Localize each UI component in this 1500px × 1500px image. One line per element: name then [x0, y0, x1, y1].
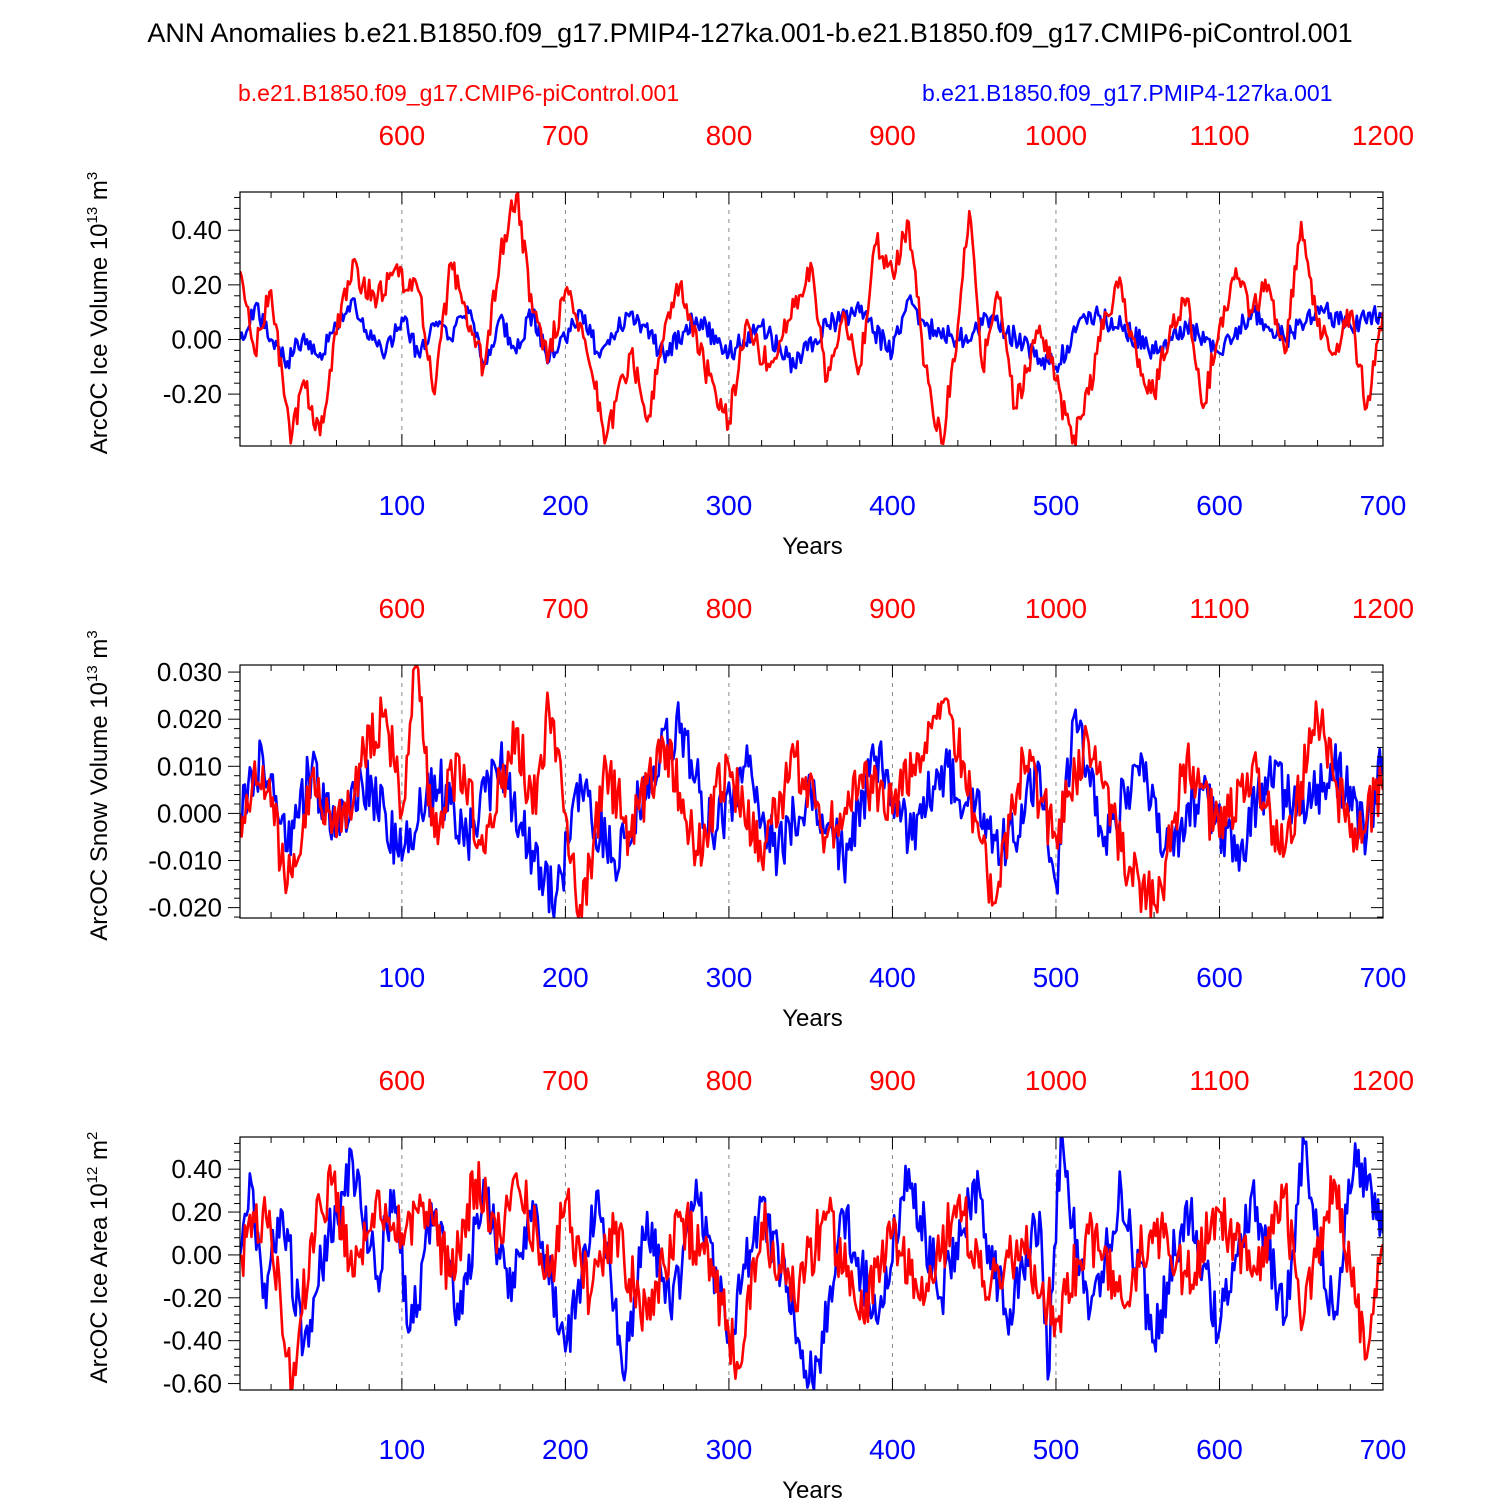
x-tick-label-bottom: 600 — [1196, 962, 1243, 993]
x-tick-label-top: 900 — [869, 593, 916, 624]
x-tick-label-top: 1100 — [1189, 593, 1249, 624]
x-tick-label-bottom: 400 — [869, 962, 916, 993]
x-tick-label-top: 1200 — [1352, 1065, 1414, 1096]
y-tick-label: 0.20 — [171, 1197, 222, 1227]
x-tick-label-top: 800 — [706, 120, 753, 151]
x-tick-label-bottom: 600 — [1196, 1434, 1243, 1465]
x-tick-label-bottom: 700 — [1360, 1434, 1407, 1465]
x-tick-label-top: 700 — [542, 1065, 589, 1096]
y-tick-label: -0.20 — [163, 1283, 222, 1313]
y-axis-title: ArcOC Ice Area 1012 m2 — [84, 1132, 113, 1384]
x-tick-label-top: 600 — [379, 120, 426, 151]
y-tick-label: -0.40 — [163, 1326, 222, 1356]
control-series-line-2 — [240, 665, 1383, 918]
x-axis-title: Years — [782, 1477, 843, 1500]
x-tick-label-top: 1100 — [1189, 120, 1249, 151]
x-tick-label-bottom: 100 — [379, 962, 426, 993]
x-tick-label-top: 700 — [542, 120, 589, 151]
y-tick-label: 0.00 — [171, 1240, 222, 1270]
y-tick-label: -0.20 — [163, 379, 222, 409]
chart-title: ANN Anomalies b.e21.B1850.f09_g17.PMIP4-… — [147, 18, 1353, 48]
legend-experiment-label: b.e21.B1850.f09_g17.PMIP4-127ka.001 — [922, 80, 1333, 106]
y-tick-label: 0.40 — [171, 1154, 222, 1184]
y-tick-label: 0.020 — [157, 704, 222, 734]
x-tick-label-bottom: 200 — [542, 962, 589, 993]
plot-frame-1 — [239, 191, 1384, 447]
x-tick-label-top: 900 — [869, 1065, 916, 1096]
y-tick-label: -0.020 — [148, 893, 222, 923]
x-tick-label-top: 1000 — [1025, 120, 1087, 151]
x-axis-title: Years — [782, 533, 843, 560]
x-tick-label-bottom: 500 — [1033, 962, 1080, 993]
y-tick-label: 0.000 — [157, 798, 222, 828]
x-tick-label-top: 1100 — [1189, 1065, 1249, 1096]
control-series-line-3 — [240, 1160, 1383, 1390]
y-tick-label: -0.60 — [163, 1369, 222, 1399]
x-tick-label-bottom: 700 — [1360, 962, 1407, 993]
x-tick-label-top: 600 — [379, 593, 426, 624]
x-tick-label-bottom: 300 — [706, 490, 753, 521]
x-tick-label-bottom: 400 — [869, 1434, 916, 1465]
x-tick-label-bottom: 100 — [379, 490, 426, 521]
x-tick-label-top: 1200 — [1352, 120, 1414, 151]
x-tick-label-bottom: 200 — [542, 1434, 589, 1465]
y-tick-label: 0.030 — [157, 657, 222, 687]
y-axis-title: ArcOC Ice Volume 1013 m3 — [84, 172, 113, 454]
x-tick-label-top: 700 — [542, 593, 589, 624]
x-tick-label-top: 600 — [379, 1065, 426, 1096]
control-series-line-1 — [240, 192, 1383, 446]
x-tick-label-bottom: 300 — [706, 962, 753, 993]
x-tick-label-bottom: 500 — [1033, 1434, 1080, 1465]
x-tick-label-bottom: 200 — [542, 490, 589, 521]
x-tick-label-top: 1000 — [1025, 1065, 1087, 1096]
y-axis-title: ArcOC Snow Volume 1013 m3 — [84, 630, 113, 941]
y-tick-label: 0.010 — [157, 751, 222, 781]
x-axis-title: Years — [782, 1005, 843, 1032]
plot-frame-2 — [239, 664, 1384, 919]
x-tick-label-bottom: 100 — [379, 1434, 426, 1465]
experiment-series-line-3 — [240, 1137, 1383, 1390]
legend-control-label: b.e21.B1850.f09_g17.CMIP6-piControl.001 — [238, 80, 680, 106]
x-tick-label-bottom: 400 — [869, 490, 916, 521]
x-tick-label-top: 900 — [869, 120, 916, 151]
x-tick-label-top: 1200 — [1352, 593, 1414, 624]
x-tick-label-top: 800 — [706, 1065, 753, 1096]
x-tick-label-top: 800 — [706, 593, 753, 624]
y-tick-label: 0.00 — [171, 324, 222, 354]
x-tick-label-top: 1000 — [1025, 593, 1087, 624]
y-tick-label: -0.010 — [148, 846, 222, 876]
y-tick-label: 0.20 — [171, 270, 222, 300]
x-tick-label-bottom: 600 — [1196, 490, 1243, 521]
y-tick-label: 0.40 — [171, 215, 222, 245]
x-tick-label-bottom: 300 — [706, 1434, 753, 1465]
experiment-series-line-1 — [240, 294, 1383, 374]
x-tick-label-bottom: 700 — [1360, 490, 1407, 521]
x-tick-label-bottom: 500 — [1033, 490, 1080, 521]
